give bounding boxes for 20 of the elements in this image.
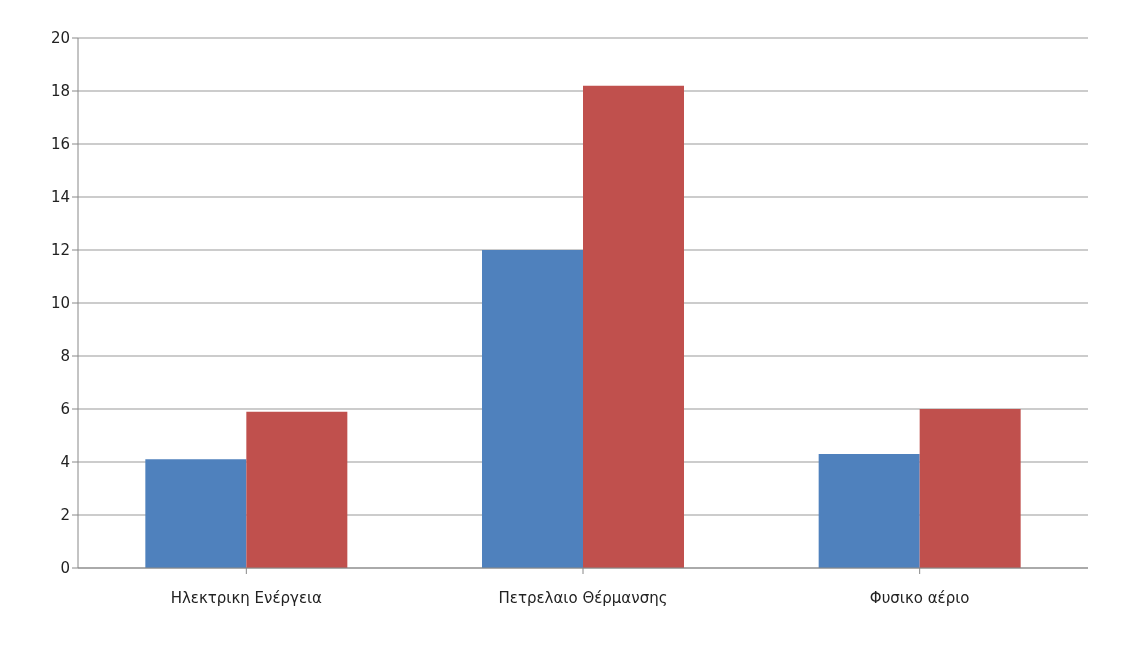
y-tick-label: 4: [60, 453, 70, 472]
x-tick-label: Φυσικο αέριο: [869, 588, 970, 607]
y-tick-label: 12: [50, 241, 70, 260]
bar: [919, 409, 1021, 568]
y-tick-label: 14: [50, 188, 70, 207]
y-tick-label: 16: [50, 135, 70, 154]
y-tick-label: 20: [50, 29, 70, 48]
bar: [818, 454, 920, 568]
x-tick-label: Πετρελαιο Θέρμανσης: [498, 588, 668, 607]
y-tick-label: 8: [60, 347, 70, 366]
bar: [482, 250, 583, 568]
bar: [145, 459, 247, 568]
bar: [583, 85, 684, 568]
x-tick-label: Ηλεκτρικη Ενέργεια: [170, 588, 323, 607]
y-tick-label: 2: [60, 506, 70, 525]
y-tick-label: 18: [50, 82, 70, 101]
y-tick-label: 0: [60, 559, 70, 578]
y-tick-label: 10: [50, 294, 70, 313]
bar: [246, 411, 348, 568]
y-tick-label: 6: [60, 400, 70, 419]
